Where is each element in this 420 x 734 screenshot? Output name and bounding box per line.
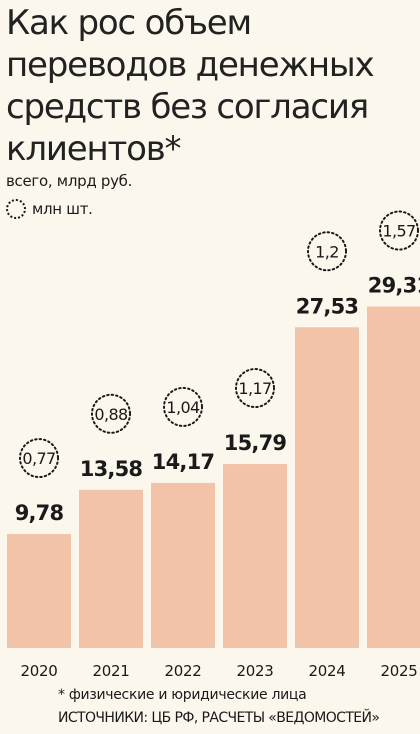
legend-count-label: млн шт.: [32, 200, 93, 218]
count-circle: [19, 438, 59, 479]
bar-value-label: 14,17: [152, 450, 214, 474]
x-tick-label: 2025: [381, 662, 418, 680]
bar-value-label: 9,78: [15, 501, 64, 525]
x-tick-label: 2021: [93, 662, 130, 680]
bar: [151, 482, 215, 648]
bar-value-label: 27,53: [296, 294, 358, 318]
title-line: Как рос объем: [6, 3, 252, 43]
count-circle: [235, 368, 275, 409]
count-value-label: 0,77: [22, 449, 55, 468]
title-line: клиентов*: [6, 129, 182, 169]
legend-total-label: всего, млрд руб.: [6, 172, 133, 190]
bar-value-label: 15,79: [224, 431, 287, 455]
legend-count: млн шт.: [6, 199, 93, 219]
count-circle: [163, 386, 203, 427]
title-line: средств без согласия: [6, 87, 369, 127]
chart-title: Как рос объем переводов денежных средств…: [6, 2, 414, 170]
count-value-label: 1,17: [238, 379, 271, 398]
x-tick-label: 2023: [237, 662, 274, 680]
x-tick-label: 2022: [165, 662, 202, 680]
count-circle: [307, 231, 347, 272]
bar: [295, 327, 359, 648]
title-line: переводов денежных: [6, 45, 375, 85]
bar-value-label: 29,31: [368, 274, 420, 298]
count-circle: [379, 210, 419, 251]
bar-value-label: 13,58: [80, 457, 143, 481]
x-tick-label: 2020: [21, 662, 58, 680]
count-circle: [91, 393, 131, 434]
sources-note: ИСТОЧНИКИ: ЦБ РФ, РАСЧЕТЫ «ВЕДОМОСТЕЙ»: [58, 710, 380, 726]
count-value-label: 1,04: [166, 398, 200, 417]
x-tick-label: 2024: [309, 662, 346, 680]
bar: [367, 306, 420, 648]
bar: [223, 464, 287, 648]
count-value-label: 1,2: [315, 242, 339, 261]
count-value-label: 0,88: [94, 405, 128, 424]
dotted-circle-icon: [6, 199, 26, 219]
count-value-label: 1,57: [382, 222, 415, 241]
bar: [7, 534, 71, 648]
footnote: * физические и юридические лица: [58, 687, 307, 703]
bar: [79, 489, 143, 648]
